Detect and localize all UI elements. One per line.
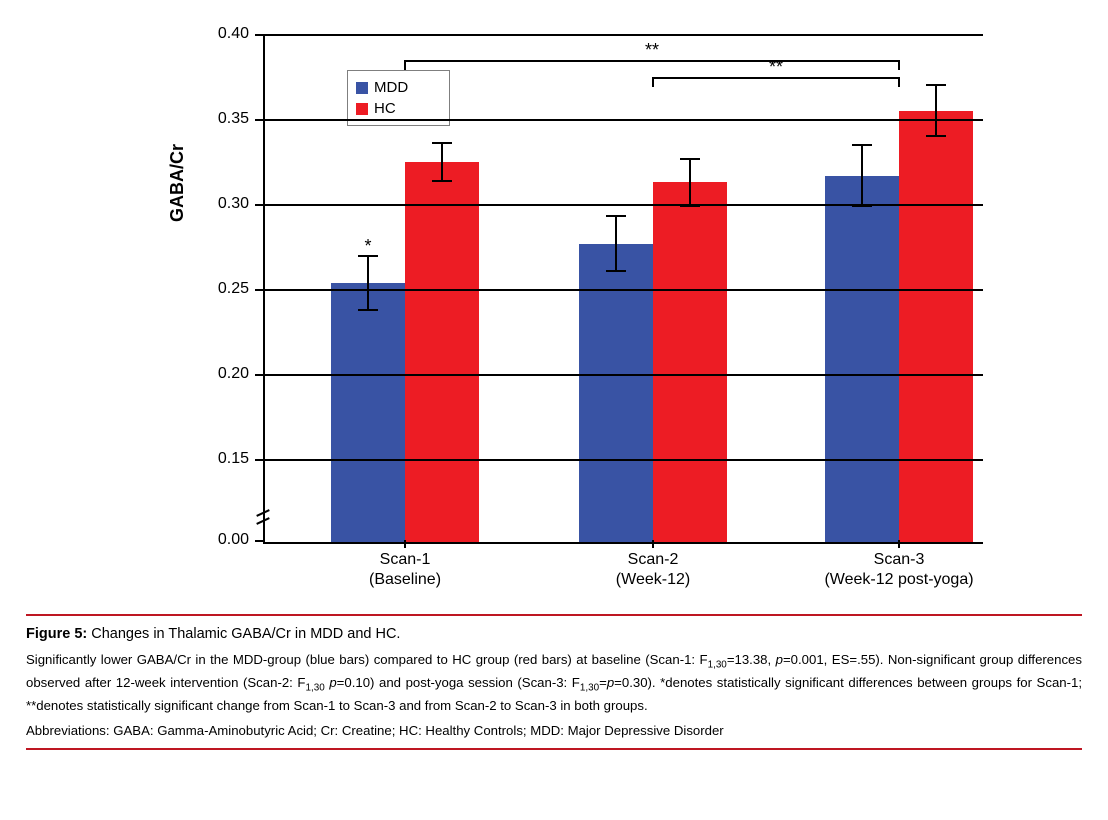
y-tick-stub: [255, 34, 265, 36]
y-grid-line: [255, 459, 983, 461]
legend: MDD HC: [347, 70, 450, 126]
sig-bracket-end: [404, 60, 406, 70]
y-tick-label: 0.15: [195, 450, 249, 468]
page: { "chart": { "type": "grouped-bar-with-e…: [0, 0, 1108, 820]
legend-swatch-hc: [356, 103, 368, 115]
y-tick-label: 0.25: [195, 280, 249, 298]
y-tick-label: 0.00: [195, 531, 249, 549]
y-grid-line: [255, 119, 983, 121]
legend-item-hc: HC: [356, 98, 441, 119]
legend-label-mdd: MDD: [374, 79, 408, 96]
y-tick-label: 0.35: [195, 110, 249, 128]
y-tick-stub: [255, 540, 265, 542]
legend-item-mdd: MDD: [356, 77, 441, 98]
sig-bracket-end: [898, 77, 900, 87]
y-grid-line: [255, 289, 983, 291]
sig-label: **: [761, 57, 791, 78]
y-axis-label: GABA/Cr: [167, 144, 188, 222]
x-category-label: Scan-1(Baseline): [295, 550, 515, 590]
y-grid-line: [255, 204, 983, 206]
caption-rule-bottom: [26, 748, 1082, 750]
y-grid-line: [255, 374, 983, 376]
y-tick-label: 0.40: [195, 25, 249, 43]
legend-label-hc: HC: [374, 100, 396, 117]
y-tick-label: 0.20: [195, 365, 249, 383]
sig-star: *: [358, 236, 378, 257]
x-tick: [404, 540, 406, 548]
sig-bracket-end: [652, 77, 654, 87]
figure-label: Figure 5:: [26, 626, 87, 642]
x-category-label: Scan-3(Week-12 post-yoga): [789, 550, 1009, 590]
caption-body: Significantly lower GABA/Cr in the MDD-g…: [26, 650, 1082, 715]
figure-caption: Figure 5: Changes in Thalamic GABA/Cr in…: [26, 614, 1082, 750]
caption-title: Figure 5: Changes in Thalamic GABA/Cr in…: [26, 626, 1082, 642]
x-tick: [652, 540, 654, 548]
caption-title-text: Changes in Thalamic GABA/Cr in MDD and H…: [91, 626, 400, 642]
caption-abbreviations: Abbreviations: GABA: Gamma-Aminobutyric …: [26, 723, 1082, 738]
sig-label: **: [637, 40, 667, 61]
x-category-label: Scan-2(Week-12): [543, 550, 763, 590]
legend-swatch-mdd: [356, 82, 368, 94]
sig-bracket-end: [898, 60, 900, 70]
y-tick-label: 0.30: [195, 195, 249, 213]
x-tick: [898, 540, 900, 548]
bar-chart: GABA/Cr ***** MDD HC 0.000.150.200.250.3…: [195, 22, 993, 582]
caption-rule-top: [26, 614, 1082, 616]
